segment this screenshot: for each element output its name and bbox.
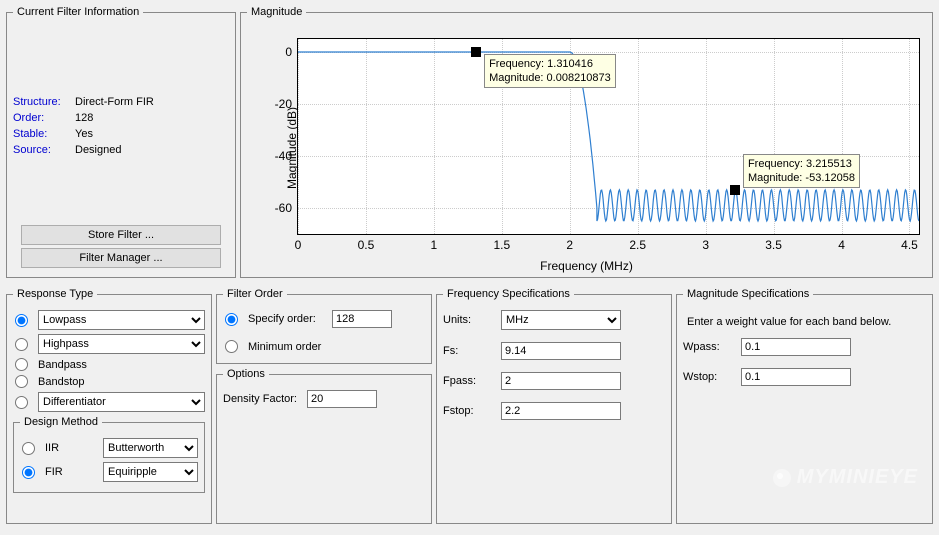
frequency-spec-legend: Frequency Specifications xyxy=(443,288,574,300)
units-select[interactable]: MHz xyxy=(501,310,621,330)
density-factor-label: Density Factor: xyxy=(223,393,301,405)
filter-info-legend: Current Filter Information xyxy=(13,6,143,18)
minimum-order-label: Minimum order xyxy=(248,341,321,353)
fstop-input[interactable] xyxy=(501,402,621,420)
filter-info-panel: Current Filter Information Structure:Dir… xyxy=(6,6,236,278)
info-label: Structure: xyxy=(13,94,75,110)
magnitude-spec-panel: Magnitude Specifications Enter a weight … xyxy=(676,288,933,524)
fir-label: FIR xyxy=(45,466,97,478)
info-label: Order: xyxy=(13,110,75,126)
filter-order-panel: Filter Order Specify order: Minimum orde… xyxy=(216,288,432,364)
units-label: Units: xyxy=(443,314,495,326)
wpass-input[interactable] xyxy=(741,338,851,356)
fs-label: Fs: xyxy=(443,345,495,357)
minimum-order-radio[interactable] xyxy=(225,340,238,353)
differentiator-select[interactable]: Differentiator xyxy=(38,392,205,412)
fstop-label: Fstop: xyxy=(443,405,495,417)
bandstop-label: Bandstop xyxy=(38,376,84,388)
fir-radio[interactable] xyxy=(22,466,35,479)
info-label: Stable: xyxy=(13,126,75,142)
chart-area: 0-20-40-6000.511.522.533.544.5Frequency:… xyxy=(297,38,920,235)
filter-manager-button[interactable]: Filter Manager ... xyxy=(21,248,221,268)
iir-label: IIR xyxy=(45,442,97,454)
info-label: Source: xyxy=(13,142,75,158)
wstop-label: Wstop: xyxy=(683,371,735,383)
iir-select[interactable]: Butterworth xyxy=(103,438,198,458)
iir-radio[interactable] xyxy=(22,442,35,455)
differentiator-radio[interactable] xyxy=(15,396,28,409)
lowpass-radio[interactable] xyxy=(15,314,28,327)
info-value: Direct-Form FIR xyxy=(75,94,154,110)
design-method-panel: Design Method IIR Butterworth FIR Equiripp… xyxy=(13,416,205,493)
options-legend: Options xyxy=(223,368,269,380)
x-axis-label: Frequency (MHz) xyxy=(540,259,633,273)
options-panel: Options Density Factor: xyxy=(216,368,432,524)
density-factor-input[interactable] xyxy=(307,390,377,408)
magnitude-legend: Magnitude xyxy=(247,6,306,18)
bandstop-radio[interactable] xyxy=(15,375,28,388)
lowpass-select[interactable]: Lowpass xyxy=(38,310,205,330)
bandpass-radio[interactable] xyxy=(15,358,28,371)
fs-input[interactable] xyxy=(501,342,621,360)
info-value: 128 xyxy=(75,110,93,126)
frequency-spec-panel: Frequency Specifications Units: MHz Fs: F… xyxy=(436,288,672,524)
filter-info-grid: Structure:Direct-Form FIR Order:128 Stab… xyxy=(13,94,229,158)
highpass-radio[interactable] xyxy=(15,338,28,351)
filter-order-legend: Filter Order xyxy=(223,288,287,300)
fpass-input[interactable] xyxy=(501,372,621,390)
fir-select[interactable]: Equiripple xyxy=(103,462,198,482)
magnitude-hint: Enter a weight value for each band below… xyxy=(687,316,891,328)
bandpass-label: Bandpass xyxy=(38,359,87,371)
fpass-label: Fpass: xyxy=(443,375,495,387)
magnitude-response-panel: Magnitude Magnitude (dB) Frequency (MHz)… xyxy=(240,6,933,278)
magnitude-spec-legend: Magnitude Specifications xyxy=(683,288,813,300)
specify-order-radio[interactable] xyxy=(225,313,238,326)
store-filter-button[interactable]: Store Filter ... xyxy=(21,225,221,245)
wpass-label: Wpass: xyxy=(683,341,735,353)
design-method-legend: Design Method xyxy=(20,416,102,428)
info-value: Yes xyxy=(75,126,93,142)
specify-order-label: Specify order: xyxy=(248,313,326,325)
response-type-panel: Response Type Lowpass Highpass Bandpass … xyxy=(6,288,212,524)
highpass-select[interactable]: Highpass xyxy=(38,334,205,354)
watermark: MYMINIEYE xyxy=(773,466,918,489)
info-value: Designed xyxy=(75,142,121,158)
response-type-legend: Response Type xyxy=(13,288,97,300)
wstop-input[interactable] xyxy=(741,368,851,386)
specify-order-input[interactable] xyxy=(332,310,392,328)
